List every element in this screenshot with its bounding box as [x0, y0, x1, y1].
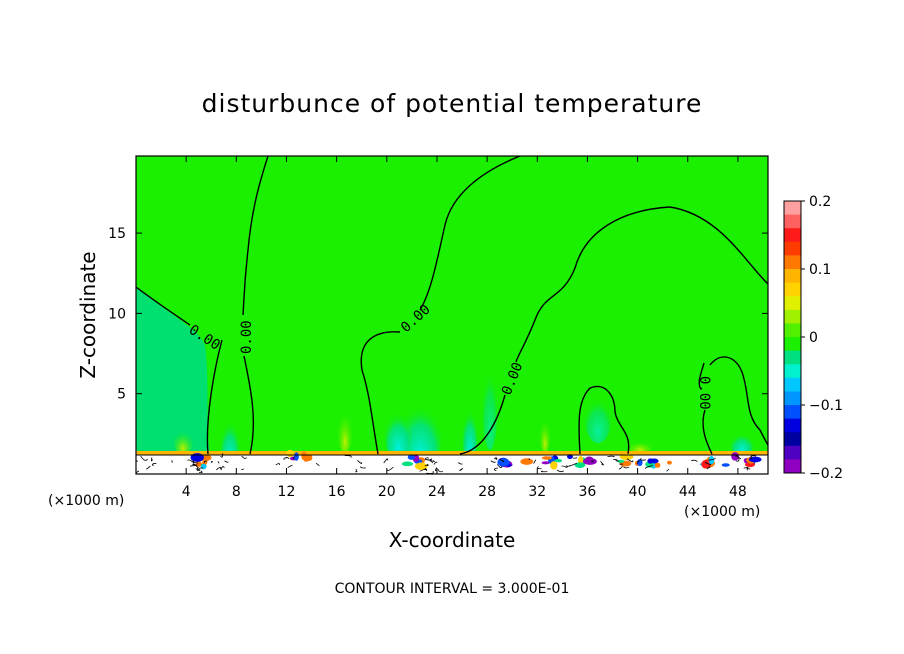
colorbar-swatch: [784, 337, 801, 352]
x-tick-label: 44: [679, 484, 697, 500]
contour-line: [698, 362, 705, 389]
x-tick-label: 36: [579, 484, 597, 500]
plot-frame: [135, 155, 769, 475]
colorbar-swatch: [784, 391, 801, 406]
colorbar-swatch: [784, 364, 801, 379]
contour-line: [578, 385, 630, 455]
colorbar-swatch: [784, 445, 801, 460]
colorbar-swatch: [784, 228, 801, 243]
x-tick-label: 32: [528, 484, 546, 500]
colorbar-swatch: [784, 241, 801, 256]
contour-line: [419, 156, 521, 311]
colorbar-swatch: [784, 377, 801, 392]
colorbar-swatch: [784, 255, 801, 270]
y-tick-label: 10: [108, 306, 126, 322]
contour-label: 0.00: [239, 320, 255, 354]
contour-label: 0.00: [696, 376, 712, 410]
contour-line: [709, 356, 768, 446]
contour-line: [360, 331, 401, 455]
colorbar-swatch: [784, 432, 801, 447]
x-axis-unit-left: (×1000 m): [48, 493, 124, 509]
cyan-blob: [584, 387, 612, 443]
contour-lines: [136, 156, 768, 455]
y-tick-label: 5: [117, 387, 126, 403]
x-axis-unit-right: (×1000 m): [684, 504, 760, 520]
colorbar-swatch: [784, 214, 801, 229]
y-axis-label: Z-coordinate: [76, 251, 100, 378]
negative-regions: [136, 156, 768, 454]
yellow-blob: [626, 437, 654, 453]
colorbar-swatch: [784, 296, 801, 311]
contour-line: [459, 394, 506, 455]
colorbar-swatch: [784, 323, 801, 338]
colorbar-swatch: [784, 201, 801, 216]
x-axis-label: X-coordinate: [389, 528, 516, 552]
contour-interval-note: CONTOUR INTERVAL = 3.000E-01: [335, 581, 570, 597]
x-tick-label: 48: [729, 484, 747, 500]
x-tick-label: 24: [428, 484, 446, 500]
x-tick-label: 8: [232, 484, 241, 500]
yellow-blob: [337, 397, 353, 453]
cyan-blob: [462, 396, 478, 464]
colorbar-tick-label: 0.2: [809, 194, 831, 210]
x-tick-label: 12: [278, 484, 296, 500]
colorbar-swatch: [784, 309, 801, 324]
surface-noise-layer: [136, 449, 768, 474]
contour-line: [243, 355, 255, 455]
contour-line: [136, 286, 191, 326]
colorbar-swatch: [784, 269, 801, 284]
colorbar-tick-label: 0: [809, 330, 818, 346]
cyan-blob: [482, 350, 498, 450]
yellow-blob: [539, 408, 551, 452]
colorbar-tick-label: −0.2: [809, 466, 843, 482]
y-tick-label: 15: [108, 226, 126, 242]
x-tick-label: 16: [328, 484, 346, 500]
plot-area: 0.00 0.00 0.00 0.00 0.00: [136, 156, 768, 474]
contour-line: [206, 339, 223, 455]
colorbar-tick-label: −0.1: [809, 398, 843, 414]
colorbar: 0.2 0.1 0 −0.1 −0.2: [783, 194, 843, 482]
colorbar-swatch: [784, 418, 801, 433]
contour-line: [702, 409, 713, 455]
contour-line: [242, 156, 269, 316]
chart-title: disturbunce of potential temperature: [202, 89, 703, 118]
x-tick-label: 20: [378, 484, 396, 500]
colorbar-swatch: [784, 282, 801, 297]
x-tick-label: 40: [629, 484, 647, 500]
colorbar-tick-label: 0.1: [809, 262, 831, 278]
boundary-layer: [136, 451, 768, 455]
cyan-blob: [384, 400, 412, 460]
cyan-blob: [730, 428, 754, 456]
colorbar-swatch: [784, 405, 801, 420]
x-axis: 4 8 12 16 20 24 28 32 36 40 44 48: [182, 156, 747, 500]
colorbar-swatch: [784, 459, 801, 474]
x-tick-label: 4: [182, 484, 191, 500]
yellow-blob: [173, 426, 193, 454]
x-tick-label: 28: [478, 484, 496, 500]
contour-line: [515, 206, 768, 363]
colorbar-swatch: [784, 350, 801, 365]
y-axis: 5 10 15: [108, 226, 768, 403]
